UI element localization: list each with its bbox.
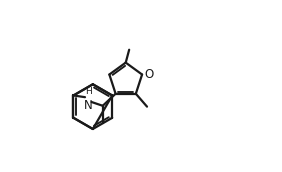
Text: N: N bbox=[84, 99, 92, 112]
Text: O: O bbox=[144, 68, 154, 81]
Text: H: H bbox=[85, 87, 91, 96]
